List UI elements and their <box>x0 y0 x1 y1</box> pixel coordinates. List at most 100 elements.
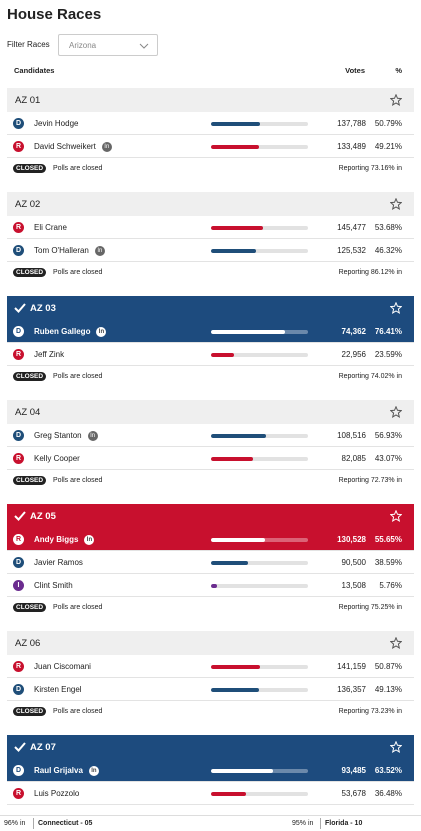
filter-label: Filter Races <box>7 40 50 49</box>
race-header: AZ 05 <box>7 504 414 528</box>
vote-count: 125,532 <box>337 246 366 255</box>
status-text: Polls are closed <box>53 604 103 611</box>
race-name: AZ 05 <box>30 511 56 522</box>
vote-pct: 36.48% <box>374 789 402 798</box>
vote-bar-track <box>211 457 308 461</box>
vote-bar-track <box>211 769 308 773</box>
incumbent-badge: In <box>96 327 107 337</box>
candidate-row: D Ruben Gallego In 74,362 76.41% <box>7 320 414 343</box>
name-text: Jevin Hodge <box>34 119 79 128</box>
race-header: AZ 06 <box>7 631 414 655</box>
vote-count: 130,528 <box>337 535 366 544</box>
party-badge: R <box>13 661 24 672</box>
vote-pct: 76.41% <box>374 327 402 336</box>
star-button[interactable] <box>390 198 402 210</box>
race: AZ 07 D Raul Grijalva In 93,485 63.52% R Luis P… <box>7 735 414 805</box>
vote-count: 90,500 <box>341 558 366 567</box>
vote-bar <box>211 561 249 565</box>
candidate-name: Jeff Zink <box>34 350 64 359</box>
race: AZ 06 R Juan Ciscomani 141,159 50.87% D Kirste… <box>7 631 414 723</box>
incumbent-badge: In <box>84 535 95 545</box>
separator <box>320 818 321 829</box>
reporting-text: Reporting 86.12% in <box>338 269 402 276</box>
star-button[interactable] <box>390 94 402 106</box>
candidate-row: I Clint Smith 13,508 5.76% <box>7 574 414 597</box>
name-text: Tom O'Halleran <box>34 246 89 256</box>
candidate-row: R Andy Biggs In 130,528 55.65% <box>7 528 414 551</box>
star-button[interactable] <box>390 741 402 753</box>
vote-bar-track <box>211 249 308 253</box>
vote-bar-track <box>211 584 308 588</box>
ticker-pct: 95% in <box>292 820 314 827</box>
vote-pct: 46.32% <box>374 246 402 255</box>
candidate-name: Kirsten Engel <box>34 685 82 694</box>
party-badge: D <box>13 765 24 776</box>
race: AZ 03 D Ruben Gallego In 74,362 76.41% R Jeff Z… <box>7 296 414 388</box>
reporting-text: Reporting 74.02% in <box>338 373 402 380</box>
ticker-race[interactable]: Florida - 10 <box>325 820 363 827</box>
race-header: AZ 01 <box>7 88 414 112</box>
vote-pct: 56.93% <box>374 431 402 440</box>
status-row: CLOSED Polls are closed Reporting 73.16% i… <box>7 158 414 180</box>
vote-bar <box>211 330 286 334</box>
vote-bar <box>211 249 256 253</box>
status-row: CLOSED Polls are closed Reporting 72.73% i… <box>7 470 414 492</box>
filter-dropdown[interactable]: Arizona <box>58 34 158 56</box>
vote-count: 145,477 <box>337 223 366 232</box>
closed-badge: CLOSED <box>13 268 47 277</box>
vote-bar <box>211 457 253 461</box>
candidate-name: Juan Ciscomani <box>34 662 91 671</box>
filter-value: Arizona <box>69 41 97 50</box>
reporting-text: Reporting 72.73% in <box>338 477 402 484</box>
party-badge: I <box>13 580 24 591</box>
candidate-row: R David Schweikert In 133,489 49.21% <box>7 135 414 158</box>
candidate-row: D Greg Stanton In 108,516 56.93% <box>7 424 414 447</box>
vote-pct: 50.79% <box>374 119 402 128</box>
race-name: AZ 03 <box>30 303 56 314</box>
party-badge: D <box>13 118 24 129</box>
closed-badge: CLOSED <box>13 707 47 716</box>
star-button[interactable] <box>390 302 402 314</box>
party-badge: R <box>13 453 24 464</box>
name-text: David Schweikert <box>34 142 96 152</box>
star-button[interactable] <box>390 406 402 418</box>
vote-pct: 43.07% <box>374 454 402 463</box>
vote-bar <box>211 688 259 692</box>
candidate-row: R Jeff Zink 22,956 23.59% <box>7 343 414 366</box>
candidate-name: Tom O'Halleran In <box>34 246 105 256</box>
status-row: CLOSED Polls are closed Reporting 86.12% i… <box>7 262 414 284</box>
race-name: AZ 01 <box>15 95 41 106</box>
vote-count: 133,489 <box>337 142 366 151</box>
status-row: CLOSED Polls are closed Reporting 75.25% i… <box>7 597 414 619</box>
name-text: Kelly Cooper <box>34 454 80 463</box>
vote-bar-track <box>211 434 308 438</box>
vote-bar-track <box>211 330 308 334</box>
race-header: AZ 04 <box>7 400 414 424</box>
vote-pct: 49.21% <box>374 142 402 151</box>
ticker-race[interactable]: Connecticut - 05 <box>38 820 93 827</box>
race: AZ 05 R Andy Biggs In 130,528 55.65% D Javier R… <box>7 504 414 619</box>
candidate-name: Greg Stanton In <box>34 431 98 441</box>
star-button[interactable] <box>390 637 402 649</box>
race-list: AZ 01 D Jevin Hodge 137,788 50.79% R David Sch… <box>7 88 414 817</box>
name-text: Kirsten Engel <box>34 685 82 694</box>
race-header: AZ 07 <box>7 735 414 759</box>
name-text: Eli Crane <box>34 223 67 232</box>
separator <box>33 818 34 829</box>
candidate-name: Luis Pozzolo <box>34 789 79 798</box>
party-badge: D <box>13 326 24 337</box>
vote-count: 108,516 <box>337 431 366 440</box>
candidate-name: Jevin Hodge <box>34 119 78 128</box>
vote-bar <box>211 769 273 773</box>
check-icon <box>14 303 26 313</box>
closed-badge: CLOSED <box>13 372 47 381</box>
name-text: Clint Smith <box>34 581 73 590</box>
vote-pct: 63.52% <box>374 766 402 775</box>
vote-bar <box>211 665 261 669</box>
race-name: AZ 02 <box>15 199 41 210</box>
race-name: AZ 07 <box>30 742 56 753</box>
star-button[interactable] <box>390 510 402 522</box>
status-row: CLOSED Polls are closed Reporting 74.02% i… <box>7 366 414 388</box>
vote-bar-track <box>211 538 308 542</box>
vote-count: 13,508 <box>341 581 366 590</box>
